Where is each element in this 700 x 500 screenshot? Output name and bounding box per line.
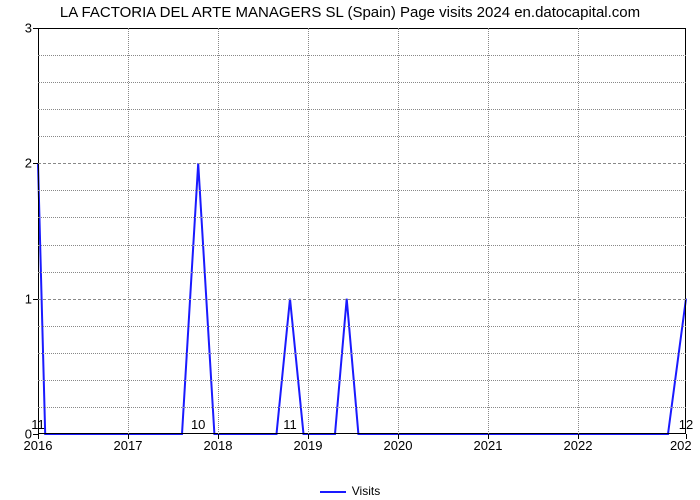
- grid-line-h-minor: [38, 55, 686, 56]
- legend-label: Visits: [352, 484, 380, 498]
- grid-line-h: [38, 163, 686, 164]
- grid-line-h-minor: [38, 326, 686, 327]
- chart-title: LA FACTORIA DEL ARTE MANAGERS SL (Spain)…: [0, 4, 700, 21]
- chart-container: LA FACTORIA DEL ARTE MANAGERS SL (Spain)…: [0, 0, 700, 500]
- x-tick-mark: [398, 434, 399, 439]
- plot-area: 0123201620172018201920202021202220211101…: [38, 28, 686, 434]
- x-tick-mark: [686, 434, 687, 439]
- x-tick-mark: [578, 434, 579, 439]
- grid-line-v: [488, 28, 489, 434]
- inline-x-label: 11: [283, 417, 297, 432]
- grid-line-h-minor: [38, 245, 686, 246]
- x-tick-mark: [308, 434, 309, 439]
- grid-line-h-minor: [38, 136, 686, 137]
- grid-line-h-minor: [38, 217, 686, 218]
- y-tick-mark: [33, 28, 38, 29]
- x-tick-mark: [488, 434, 489, 439]
- grid-line-v: [128, 28, 129, 434]
- legend: Visits: [0, 484, 700, 498]
- grid-line-v: [218, 28, 219, 434]
- grid-line-h: [38, 299, 686, 300]
- x-tick-mark: [38, 434, 39, 439]
- visits-line: [38, 28, 686, 434]
- x-tick-label: 202: [670, 434, 692, 453]
- inline-x-label: 10: [191, 417, 205, 432]
- grid-line-h-minor: [38, 190, 686, 191]
- inline-x-label: 11: [31, 417, 45, 432]
- inline-x-label: 12: [679, 417, 693, 432]
- legend-swatch: [320, 491, 346, 493]
- grid-line-h-minor: [38, 407, 686, 408]
- grid-line-v: [308, 28, 309, 434]
- grid-line-v: [398, 28, 399, 434]
- grid-line-h-minor: [38, 82, 686, 83]
- grid-line-h-minor: [38, 272, 686, 273]
- x-tick-mark: [128, 434, 129, 439]
- x-tick-mark: [218, 434, 219, 439]
- grid-line-h-minor: [38, 353, 686, 354]
- grid-line-h-minor: [38, 109, 686, 110]
- grid-line-v: [578, 28, 579, 434]
- grid-line-h-minor: [38, 380, 686, 381]
